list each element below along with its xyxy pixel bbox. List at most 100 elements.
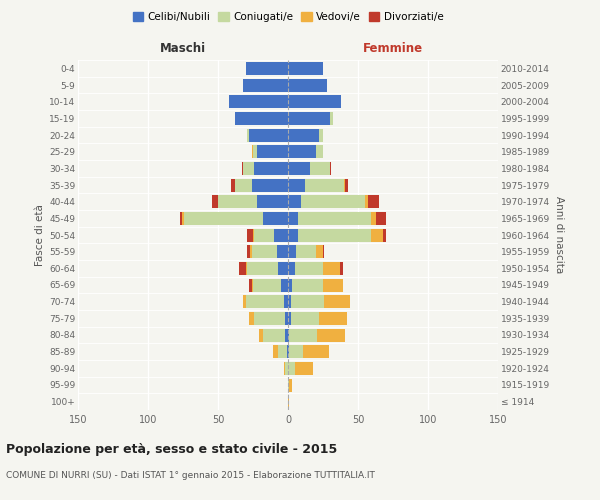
Bar (330, 162, 331, 175)
Bar (323, 278, 343, 291)
Bar (288, 95, 341, 108)
Bar (229, 95, 288, 108)
Bar (291, 295, 325, 308)
Bar (218, 195, 257, 208)
Bar (288, 112, 330, 125)
Bar (263, 328, 285, 342)
Bar (249, 278, 251, 291)
Bar (288, 245, 296, 258)
Bar (259, 328, 263, 342)
Bar (288, 128, 319, 141)
Bar (251, 145, 253, 158)
Bar (184, 212, 263, 225)
Bar (288, 162, 310, 175)
Bar (344, 178, 346, 192)
Bar (316, 145, 323, 158)
Bar (250, 245, 251, 258)
Bar (371, 228, 383, 241)
Bar (281, 278, 288, 291)
Text: Femmine: Femmine (363, 42, 423, 55)
Bar (247, 128, 249, 141)
Bar (310, 162, 330, 175)
Bar (253, 278, 281, 291)
Bar (235, 112, 288, 125)
Bar (254, 312, 285, 325)
Bar (319, 312, 347, 325)
Y-axis label: Anni di nascita: Anni di nascita (554, 196, 564, 274)
Text: Popolazione per età, sesso e stato civile - 2015: Popolazione per età, sesso e stato civil… (6, 442, 337, 456)
Bar (243, 162, 254, 175)
Bar (295, 362, 313, 375)
Bar (291, 312, 319, 325)
Text: Maschi: Maschi (160, 42, 206, 55)
Bar (289, 328, 317, 342)
Bar (239, 262, 246, 275)
Bar (288, 145, 316, 158)
Bar (383, 228, 386, 241)
Bar (272, 345, 278, 358)
Bar (330, 112, 333, 125)
Bar (288, 78, 327, 92)
Bar (288, 228, 298, 241)
Bar (295, 262, 323, 275)
Bar (246, 262, 247, 275)
Bar (247, 262, 278, 275)
Bar (235, 178, 251, 192)
Bar (371, 212, 376, 225)
Text: COMUNE DI NURRI (SU) - Dati ISTAT 1° gennaio 2015 - Elaborazione TUTTITALIA.IT: COMUNE DI NURRI (SU) - Dati ISTAT 1° gen… (6, 471, 375, 480)
Bar (319, 128, 323, 141)
Bar (285, 328, 288, 342)
Bar (304, 345, 329, 358)
Bar (316, 245, 323, 258)
Bar (288, 312, 291, 325)
Bar (243, 78, 288, 92)
Bar (246, 62, 288, 75)
Bar (288, 295, 291, 308)
Bar (292, 278, 323, 291)
Bar (288, 262, 295, 275)
Bar (246, 295, 284, 308)
Legend: Celibi/Nubili, Coniugati/e, Vedovi/e, Divorziati/e: Celibi/Nubili, Coniugati/e, Vedovi/e, Di… (128, 8, 448, 26)
Bar (285, 312, 288, 325)
Y-axis label: Fasce di età: Fasce di età (35, 204, 45, 266)
Bar (249, 312, 254, 325)
Bar (278, 262, 288, 275)
Bar (243, 295, 246, 308)
Bar (288, 328, 289, 342)
Bar (288, 362, 295, 375)
Bar (288, 195, 301, 208)
Bar (247, 245, 250, 258)
Bar (230, 178, 235, 192)
Bar (288, 212, 298, 225)
Bar (288, 62, 323, 75)
Bar (251, 245, 277, 258)
Bar (254, 228, 274, 241)
Bar (278, 345, 287, 358)
Bar (284, 295, 288, 308)
Bar (251, 178, 288, 192)
Bar (274, 228, 288, 241)
Bar (323, 262, 340, 275)
Bar (284, 362, 285, 375)
Bar (251, 278, 253, 291)
Bar (376, 212, 386, 225)
Bar (263, 212, 288, 225)
Bar (346, 178, 348, 192)
Bar (249, 128, 288, 141)
Bar (289, 378, 292, 392)
Bar (317, 328, 346, 342)
Bar (288, 395, 289, 408)
Bar (288, 345, 289, 358)
Bar (289, 345, 304, 358)
Bar (323, 245, 325, 258)
Bar (298, 212, 371, 225)
Bar (298, 228, 371, 241)
Bar (253, 228, 254, 241)
Bar (340, 262, 343, 275)
Bar (180, 212, 182, 225)
Bar (242, 162, 243, 175)
Bar (288, 278, 292, 291)
Bar (253, 145, 257, 158)
Bar (287, 345, 288, 358)
Bar (296, 245, 316, 258)
